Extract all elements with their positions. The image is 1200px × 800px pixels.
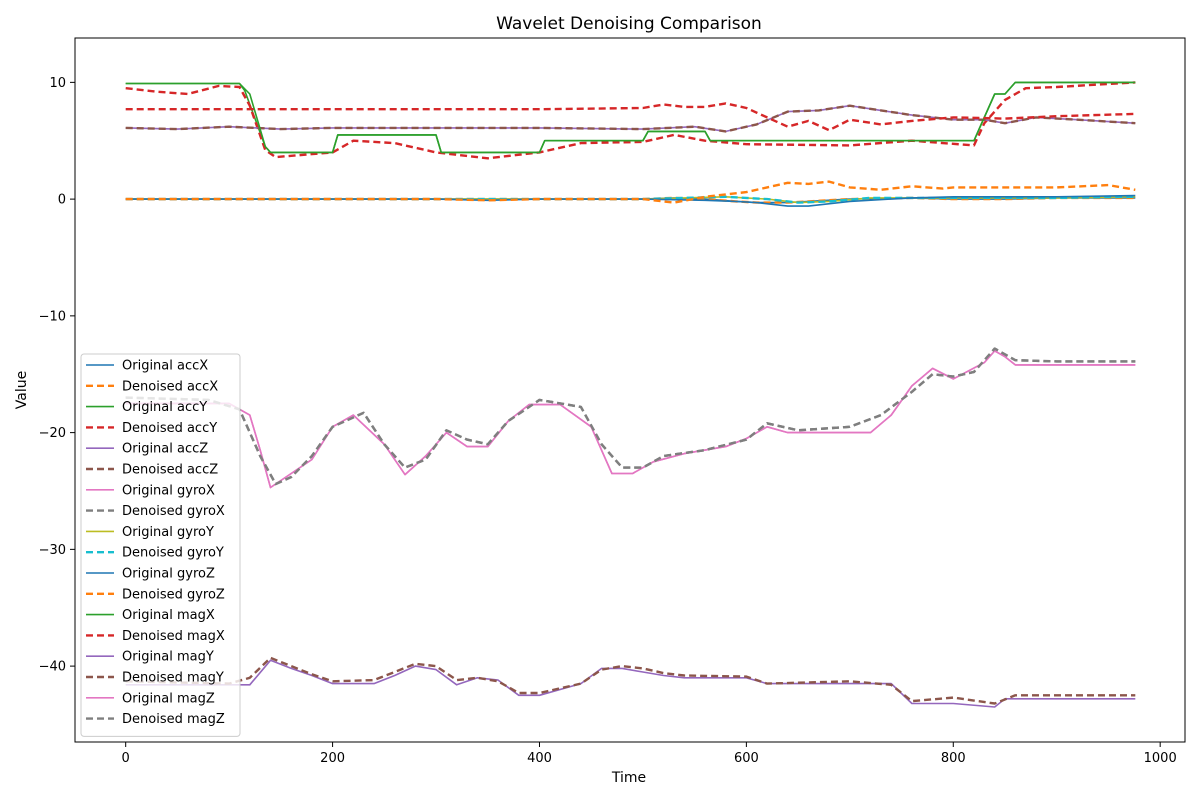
- y-axis: 10 0 −10 −20 −30 −40: [39, 76, 75, 675]
- series-line-denoised-accz: [125, 104, 1136, 133]
- series-line-denoised-gyroz: [125, 180, 1136, 204]
- legend-entry: Original accZ: [122, 442, 208, 457]
- legend-entry: Denoised gyroZ: [122, 587, 225, 602]
- legend-box: [80, 353, 241, 737]
- legend-entry: Denoised magZ: [122, 712, 225, 727]
- x-axis: 0 200 400 600 800 1000: [122, 742, 1177, 766]
- y-axis-label: Value: [14, 371, 30, 409]
- series-line-denoised-magy: [125, 656, 1136, 705]
- legend-entry: Denoised accY: [122, 421, 217, 436]
- x-tick-label: 400: [527, 751, 552, 766]
- y-tick-label: 10: [49, 76, 66, 91]
- legend-entry: Denoised accZ: [122, 463, 218, 478]
- legend-entry: Original gyroY: [122, 525, 214, 540]
- x-tick-label: 600: [734, 751, 759, 766]
- legend-entry: Denoised accX: [122, 379, 218, 394]
- plot-area: [125, 81, 1136, 708]
- y-tick-label: 0: [58, 193, 66, 208]
- x-tick-label: 0: [122, 751, 130, 766]
- series-line-original-magx: [125, 81, 1136, 154]
- y-tick-label: −40: [39, 660, 66, 675]
- legend-entry: Denoised gyroY: [122, 546, 224, 561]
- series-line-original-magz: [125, 350, 1136, 489]
- legend: Original accX Denoised accX Original accY D…: [80, 353, 241, 737]
- x-tick-label: 800: [941, 751, 966, 766]
- legend-entry: Original gyroX: [122, 483, 215, 498]
- x-tick-label: 1000: [1144, 751, 1177, 766]
- series-line-denoised-magx: [125, 102, 1136, 132]
- plot-frame: [74, 37, 1186, 743]
- legend-entry: Original magZ: [122, 691, 215, 706]
- chart-title: Wavelet Denoising Comparison: [496, 14, 762, 34]
- legend-entry: Original accX: [122, 359, 208, 374]
- legend-entry: Denoised gyroX: [122, 504, 225, 519]
- x-tick-label: 200: [320, 751, 345, 766]
- y-tick-label: −30: [39, 543, 66, 558]
- legend-entry: Original magX: [122, 608, 215, 623]
- legend-entry: Original magY: [122, 650, 214, 665]
- legend-entry: Original gyroZ: [122, 567, 215, 582]
- y-tick-label: −20: [39, 426, 66, 441]
- series-line-denoised-gyroy: [125, 195, 1136, 204]
- legend-entry: Original accY: [122, 400, 207, 415]
- series-line-original-magy: [125, 659, 1136, 708]
- legend-entry: Denoised magX: [122, 629, 225, 644]
- y-tick-label: −10: [39, 309, 66, 324]
- series-line-denoised-magz: [125, 347, 1136, 486]
- x-axis-label: Time: [611, 770, 646, 786]
- legend-entry: Denoised magY: [122, 671, 224, 686]
